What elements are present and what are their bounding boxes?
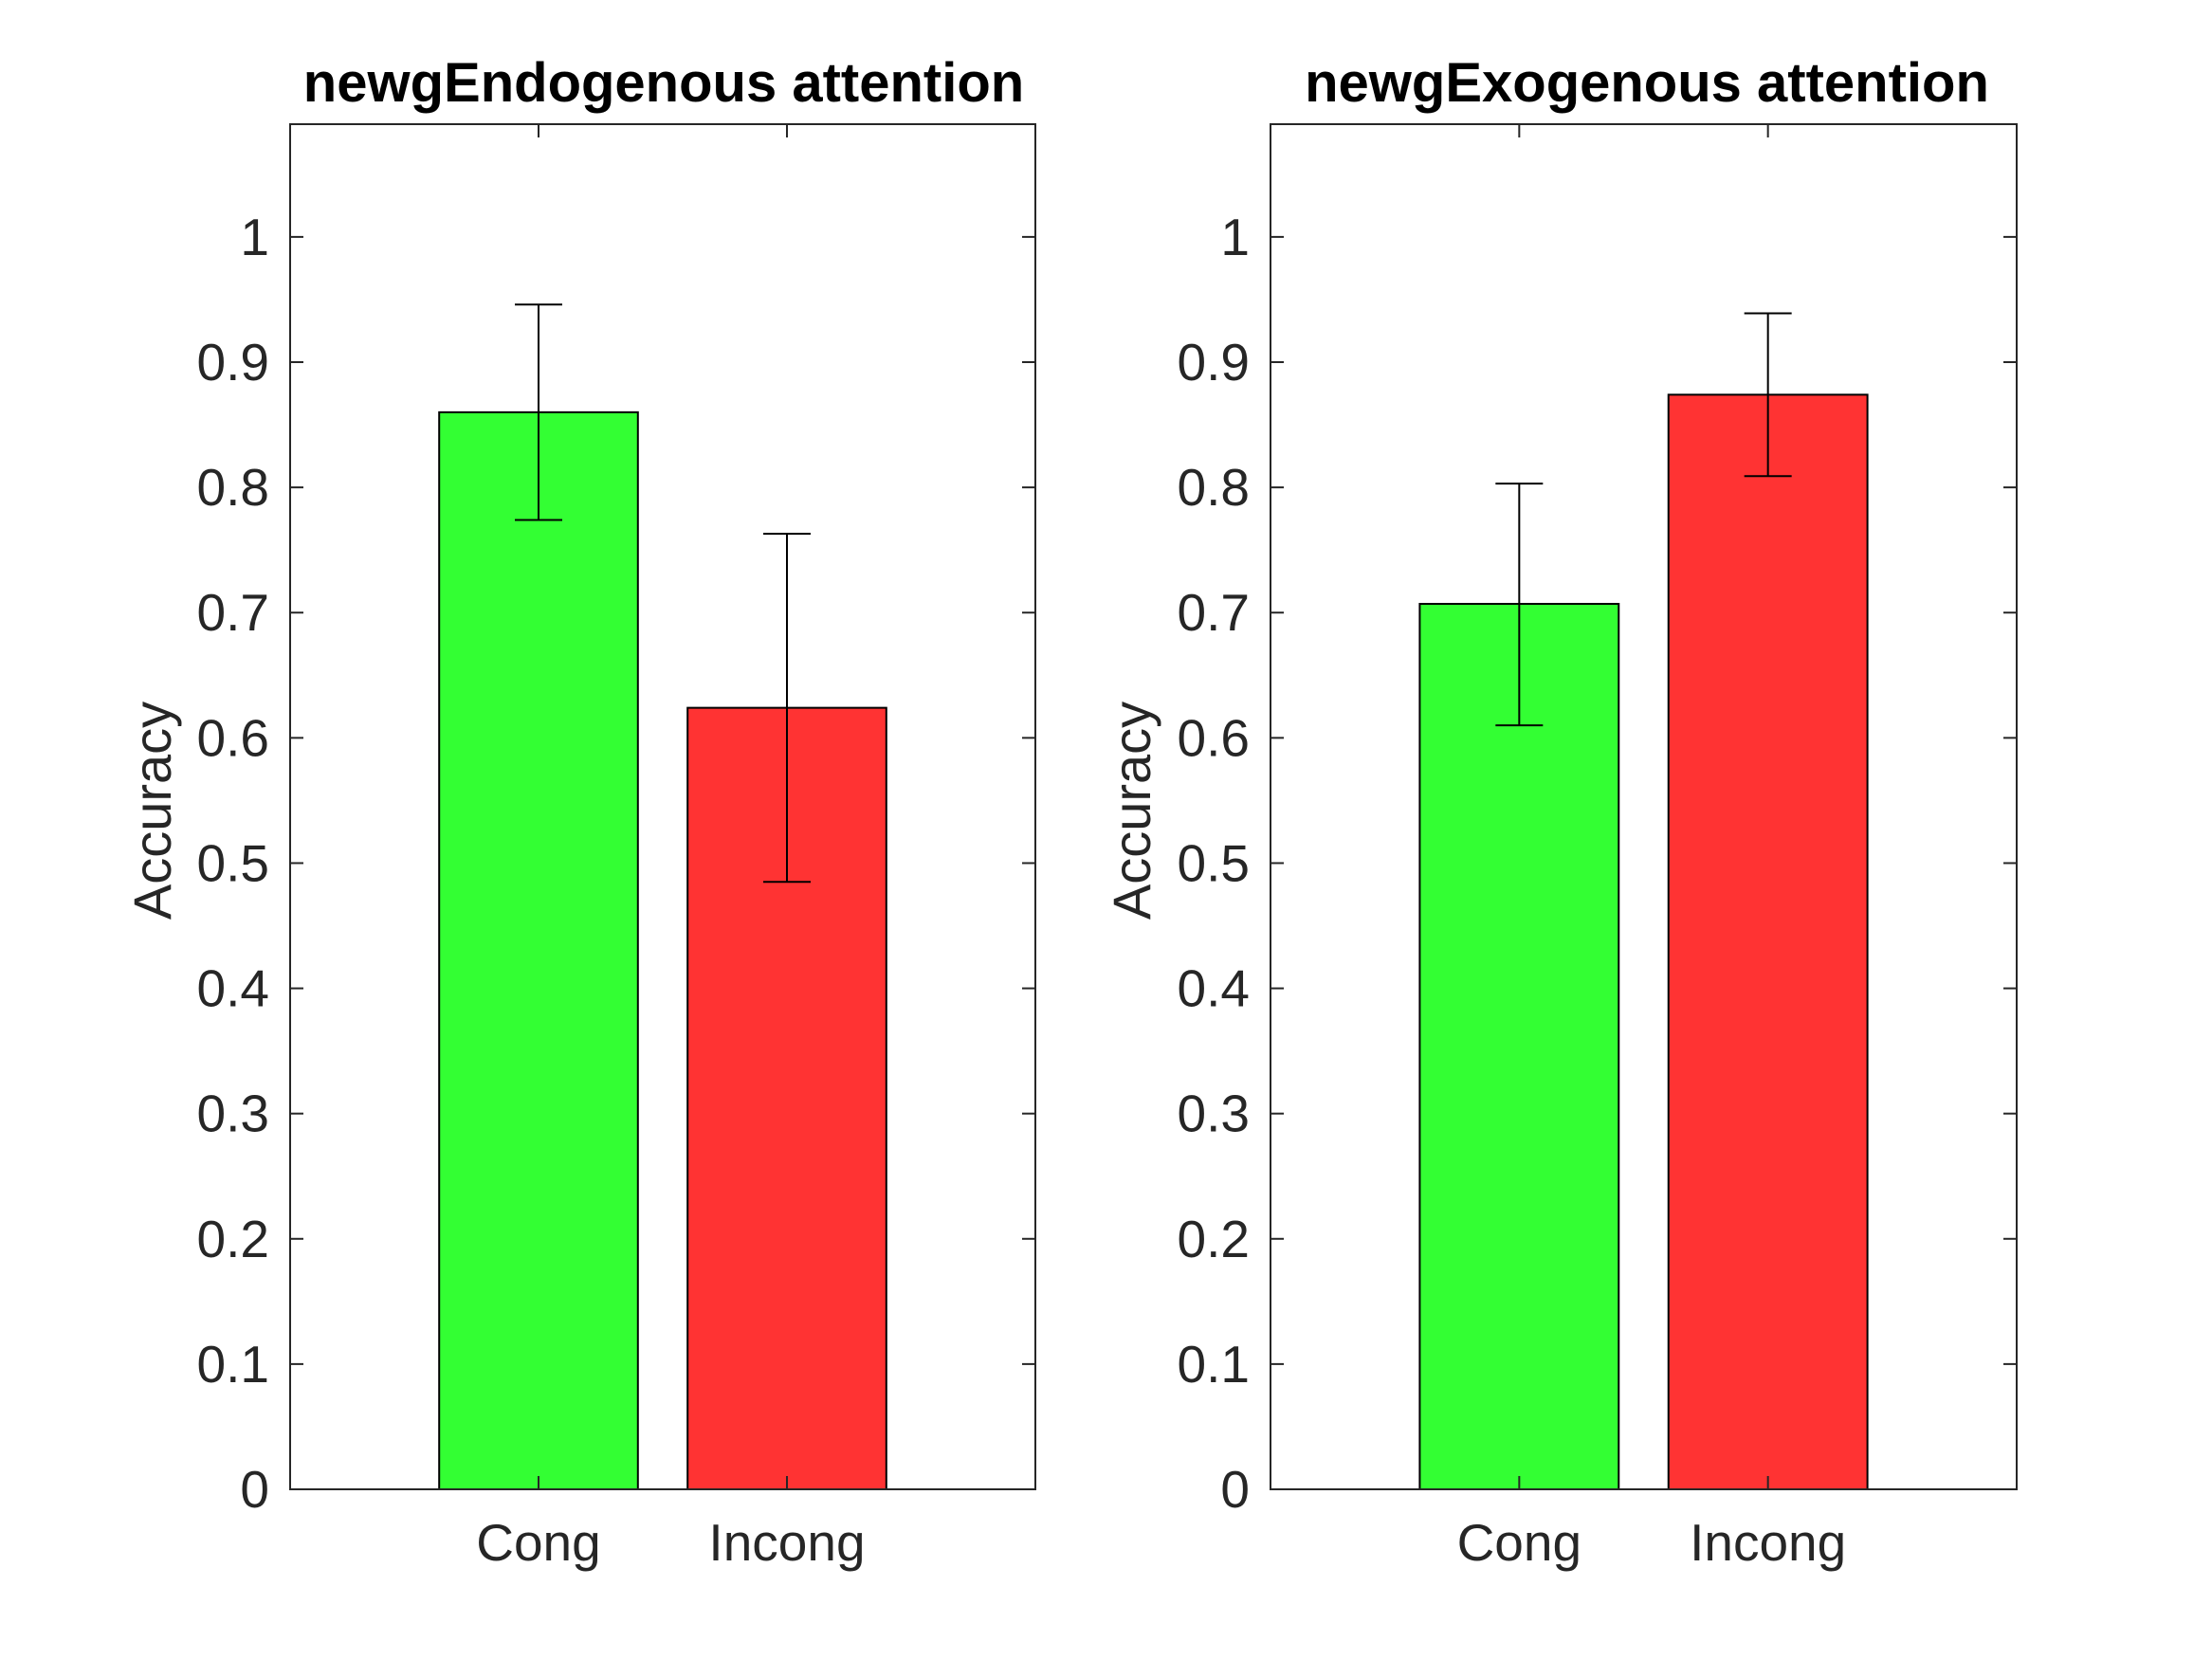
right-panel-ytick-label: 0.4: [1178, 959, 1250, 1018]
right-panel-ytick-label: 1: [1220, 208, 1250, 266]
left-panel-xtick-label-cong: Cong: [476, 1513, 600, 1572]
right-panel-ytick-label: 0.2: [1178, 1210, 1250, 1268]
right-panel-errorbar-cong: [1495, 483, 1544, 727]
right-panel-ytick-label: 0: [1220, 1460, 1250, 1519]
right-panel-ytick-label: 0.5: [1178, 833, 1250, 892]
left-panel-ytick-label: 0.7: [197, 583, 269, 642]
right-panel-ytick-label: 0.8: [1178, 458, 1250, 517]
left-panel-ytick-label: 0.6: [197, 708, 269, 767]
right-panel: newgExogenous attention Accuracy 0 0.1 0.2…: [1102, 52, 2018, 1572]
right-panel-ytick-label: 0.1: [1178, 1335, 1250, 1394]
left-panel-ytick-label: 1: [240, 208, 269, 266]
right-panel-xtick-label-cong: Cong: [1457, 1513, 1581, 1572]
left-panel-ytick-label: 0.9: [197, 333, 269, 392]
left-panel-plot: 0 0.1 0.2 0.3 0.4 0.5 0.6 0.7 0.8 0.9 1 Cong Incong: [197, 123, 1036, 1572]
left-panel-ytick-label: 0.4: [197, 959, 269, 1018]
left-panel-errorbar-incong: [763, 533, 811, 884]
left-panel-bar-cong: [438, 410, 639, 1490]
right-panel-errorbar-incong: [1744, 312, 1792, 478]
left-panel-ytick-label: 0.8: [197, 458, 269, 517]
left-panel-ytick-label: 0: [240, 1460, 269, 1519]
right-panel-ytick-label: 0.6: [1178, 708, 1250, 767]
right-panel-axes-box: [1270, 123, 2018, 1490]
right-panel-ytick-label: 0.7: [1178, 583, 1250, 642]
left-panel-ytick-label: 0.5: [197, 833, 269, 892]
left-panel: newgEndogenous attention Accuracy 0 0.1 0.…: [122, 52, 1036, 1572]
left-panel-title: newgEndogenous attention: [303, 52, 1024, 114]
right-panel-title: newgExogenous attention: [1305, 52, 1989, 114]
right-panel-ytick-label: 0.9: [1178, 333, 1250, 392]
left-panel-ytick-label: 0.2: [197, 1210, 269, 1268]
right-panel-bar-cong: [1418, 602, 1620, 1490]
left-panel-ytick-label: 0.3: [197, 1085, 269, 1143]
right-panel-plot: 0 0.1 0.2 0.3 0.4 0.5 0.6 0.7 0.8 0.9 1 Cong Incong: [1178, 123, 2018, 1572]
right-panel-ylabel: Accuracy: [1102, 702, 1161, 920]
left-panel-errorbar-cong: [515, 303, 562, 521]
right-panel-ytick-label: 0.3: [1178, 1085, 1250, 1143]
right-panel-bar-incong: [1667, 393, 1869, 1490]
left-panel-axes-box: [289, 123, 1036, 1490]
left-panel-ytick-label: 0.1: [197, 1335, 269, 1394]
right-panel-xtick-label-incong: Incong: [1690, 1513, 1846, 1572]
left-panel-ylabel: Accuracy: [122, 702, 182, 920]
left-panel-xtick-label-incong: Incong: [708, 1513, 865, 1572]
